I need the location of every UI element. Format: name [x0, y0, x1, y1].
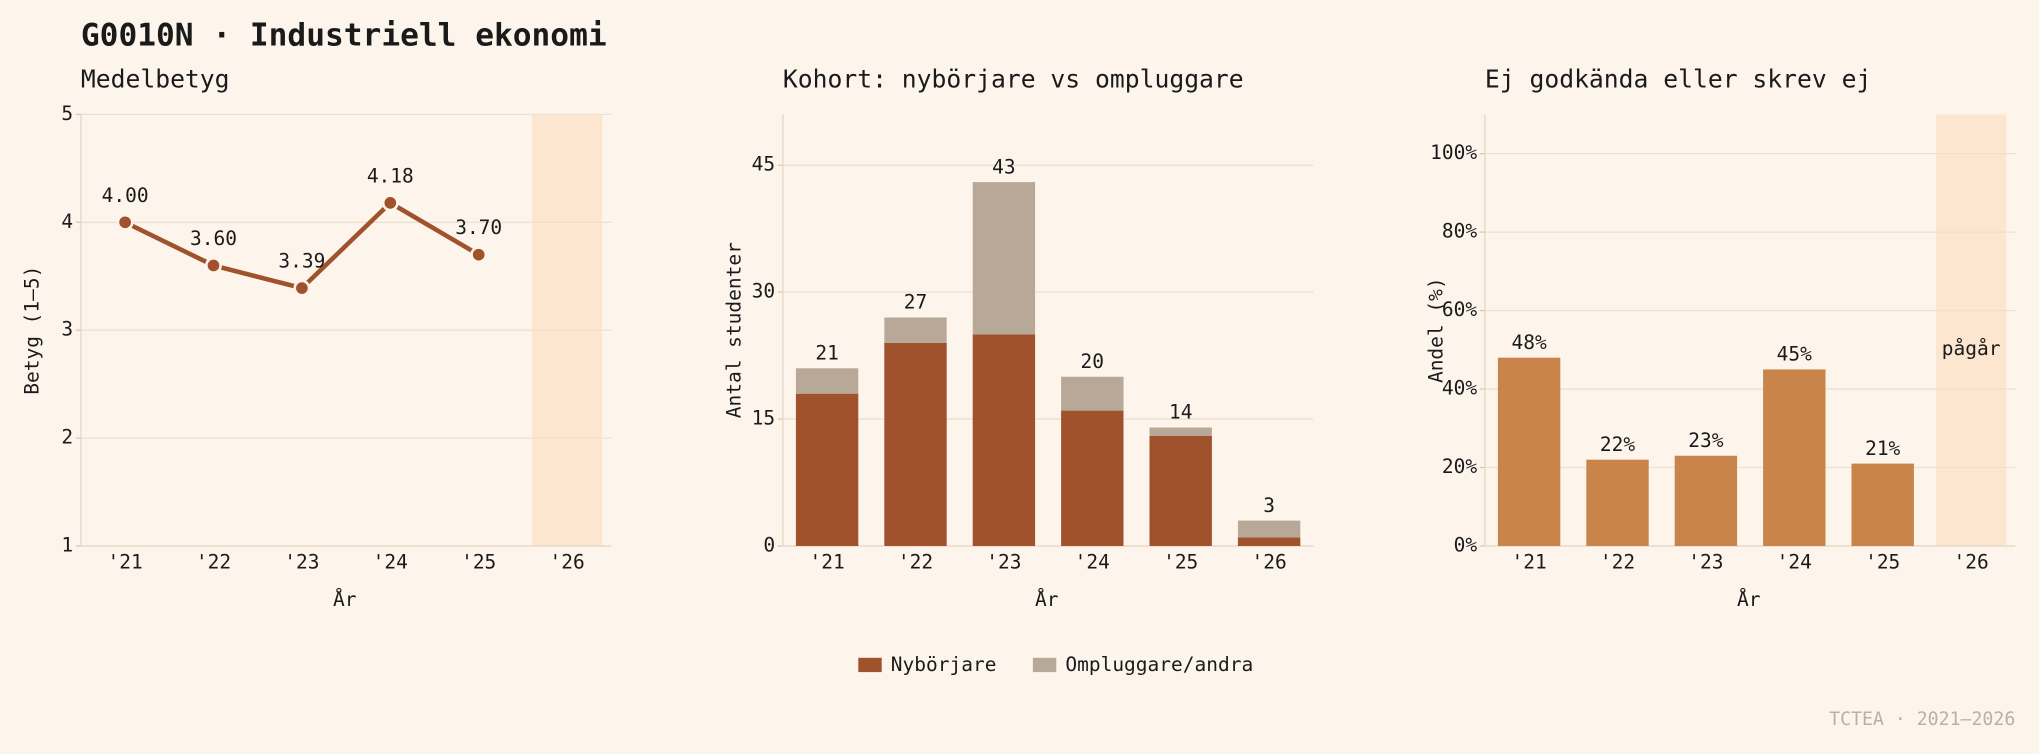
x-tick-label: '25 — [461, 550, 496, 573]
y-tick-label: 30 — [752, 280, 775, 303]
value-label: 3.60 — [190, 227, 237, 250]
value-label: 48% — [1511, 331, 1546, 354]
total-label: 43 — [992, 155, 1015, 178]
y-tick-label: 20% — [1442, 455, 1477, 478]
x-axis-label: År — [1035, 588, 1058, 611]
bar — [1586, 459, 1649, 546]
x-tick-label: '21 — [809, 550, 844, 573]
point — [293, 279, 311, 297]
total-label: 21 — [815, 341, 838, 364]
y-tick-label: 3 — [61, 318, 73, 341]
y-tick-label: 45 — [752, 153, 775, 176]
bar — [1674, 455, 1738, 546]
x-tick-label: '22 — [1600, 550, 1635, 573]
total-label: 14 — [1169, 401, 1192, 424]
page-title: G0010N · Industriell ekonomi — [81, 17, 607, 53]
x-tick-label: '24 — [1777, 550, 1812, 573]
bar — [1497, 357, 1561, 546]
value-label: 3.39 — [278, 250, 325, 273]
x-tick-label: '26 — [1953, 550, 1988, 573]
x-tick-label: '24 — [1075, 550, 1110, 573]
panel-title: Kohort: nybörjare vs ompluggare — [783, 65, 1244, 94]
point — [381, 194, 399, 212]
x-tick-label: '23 — [1688, 550, 1723, 573]
x-tick-label: '21 — [1511, 550, 1546, 573]
panel-title: Medelbetyg — [81, 65, 230, 94]
y-axis-label: Antal studenter — [722, 242, 745, 418]
x-tick-label: '21 — [107, 550, 142, 573]
legend-swatch — [858, 657, 882, 673]
legend-swatch — [1032, 657, 1057, 673]
x-axis-label: År — [333, 588, 356, 611]
y-tick-label: 2 — [61, 426, 73, 449]
value-label: 4.00 — [102, 184, 149, 207]
bar-segment — [795, 393, 859, 546]
y-axis-label: Andel (%) — [1424, 277, 1447, 383]
point — [116, 213, 134, 231]
bar-segment — [884, 342, 947, 546]
total-label: 27 — [904, 291, 927, 314]
bar-segment — [1149, 435, 1212, 546]
panel-title: Ej godkända eller skrev ej — [1485, 65, 1871, 94]
value-label: 4.18 — [367, 164, 414, 187]
shaded-band — [1936, 114, 2007, 547]
y-tick-label: 0 — [763, 534, 775, 557]
x-tick-label: '22 — [898, 550, 933, 573]
total-label: 20 — [1081, 350, 1104, 373]
x-tick-label: '26 — [549, 550, 584, 573]
y-tick-label: 40% — [1442, 377, 1477, 400]
bar-segment — [795, 368, 859, 394]
value-label: 45% — [1777, 343, 1812, 366]
bar-segment — [1061, 376, 1124, 411]
bar-segment — [972, 182, 1036, 335]
y-tick-label: 100% — [1430, 141, 1477, 164]
y-tick-label: 15 — [752, 407, 775, 430]
x-tick-label: '23 — [986, 550, 1021, 573]
bar-segment — [884, 317, 947, 343]
y-tick-label: 80% — [1442, 220, 1477, 243]
bar-segment — [1061, 410, 1124, 546]
x-tick-label: '25 — [1163, 550, 1198, 573]
bar-segment — [1237, 537, 1301, 546]
legend-label: Nybörjare — [891, 653, 997, 676]
bar — [1763, 369, 1826, 546]
bar — [1851, 463, 1914, 546]
y-axis-label: Betyg (1–5) — [20, 266, 43, 395]
x-axis-label: År — [1737, 588, 1760, 611]
x-tick-label: '25 — [1865, 550, 1900, 573]
annotation: pågår — [1942, 337, 2001, 360]
bar-segment — [1237, 520, 1301, 538]
value-label: 3.70 — [455, 216, 502, 239]
y-tick-label: 5 — [61, 102, 73, 125]
x-tick-label: '22 — [196, 550, 231, 573]
footer: TCTEA · 2021–2026 — [1829, 709, 2015, 730]
point — [470, 246, 488, 264]
y-tick-label: 4 — [61, 210, 73, 233]
y-tick-label: 0% — [1454, 534, 1478, 557]
x-tick-label: '24 — [373, 550, 408, 573]
y-tick-label: 60% — [1442, 298, 1477, 321]
value-label: 23% — [1688, 429, 1723, 452]
x-tick-label: '26 — [1251, 550, 1286, 573]
bar-segment — [972, 334, 1036, 546]
bar-segment — [1149, 427, 1212, 436]
value-label: 21% — [1865, 437, 1900, 460]
point — [205, 257, 222, 274]
legend-label: Ompluggare/andra — [1065, 653, 1253, 676]
x-tick-label: '23 — [284, 550, 319, 573]
value-label: 22% — [1600, 433, 1635, 456]
total-label: 3 — [1263, 494, 1275, 517]
y-tick-label: 1 — [61, 534, 73, 557]
